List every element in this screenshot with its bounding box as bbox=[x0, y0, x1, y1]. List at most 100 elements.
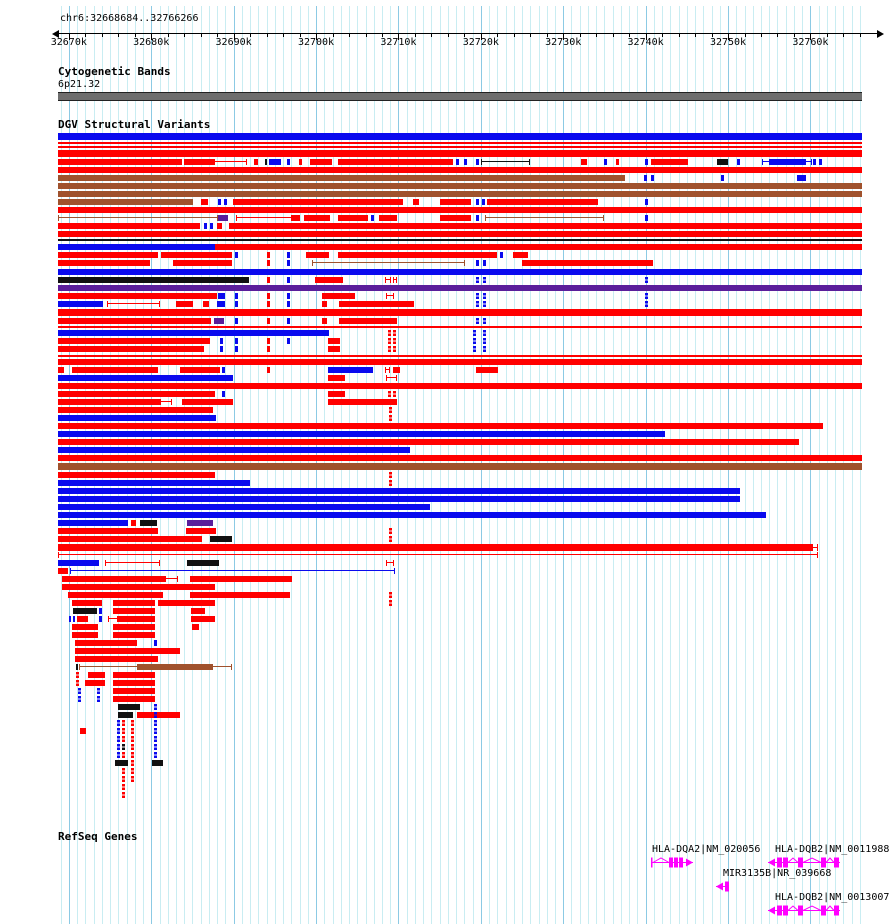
variant-segment[interactable] bbox=[88, 672, 105, 678]
variant-mark[interactable] bbox=[267, 301, 270, 307]
variant-segment[interactable] bbox=[58, 431, 665, 437]
variant-segment[interactable] bbox=[140, 520, 157, 526]
variant-whisker-tick[interactable] bbox=[217, 215, 218, 221]
variant-segment[interactable] bbox=[440, 215, 471, 221]
variant-mark[interactable] bbox=[476, 260, 479, 266]
variant-mark[interactable] bbox=[267, 252, 270, 258]
variant-segment[interactable] bbox=[113, 624, 155, 630]
variant-segment[interactable] bbox=[218, 293, 225, 299]
variant-segment[interactable] bbox=[58, 367, 64, 373]
variant-whisker-tick[interactable] bbox=[817, 544, 818, 551]
variant-mark-dashed[interactable] bbox=[389, 480, 392, 486]
variant-segment[interactable] bbox=[304, 215, 330, 221]
variant-whisker-tick[interactable] bbox=[165, 576, 166, 582]
variant-segment[interactable] bbox=[58, 191, 862, 197]
variant-segment[interactable] bbox=[118, 712, 133, 718]
variant-segment[interactable] bbox=[72, 624, 98, 630]
variant-mark[interactable] bbox=[154, 640, 157, 646]
variant-segment[interactable] bbox=[58, 223, 200, 229]
variant-segment[interactable] bbox=[58, 330, 329, 336]
variant-mark-dashed[interactable] bbox=[393, 330, 396, 336]
gene-structure-glyph[interactable] bbox=[768, 857, 842, 868]
variant-mark[interactable] bbox=[645, 215, 648, 221]
variant-mark-dashed[interactable] bbox=[131, 720, 134, 726]
variant-mark-dashed[interactable] bbox=[645, 293, 648, 299]
variant-segment[interactable] bbox=[58, 338, 210, 344]
variant-mark[interactable] bbox=[645, 159, 648, 165]
variant-mark-dashed[interactable] bbox=[131, 728, 134, 734]
variant-segment[interactable] bbox=[62, 576, 165, 582]
variant-mark-dashed[interactable] bbox=[473, 346, 476, 352]
variant-segment[interactable] bbox=[58, 496, 740, 502]
variant-segment[interactable] bbox=[58, 277, 249, 283]
variant-whisker-line[interactable] bbox=[58, 554, 818, 555]
variant-segment[interactable] bbox=[58, 175, 625, 181]
variant-segment[interactable] bbox=[254, 159, 258, 165]
variant-segment[interactable] bbox=[58, 244, 215, 250]
variant-mark[interactable] bbox=[235, 301, 238, 307]
gene-structure-glyph[interactable] bbox=[716, 881, 731, 892]
variant-segment[interactable] bbox=[215, 244, 862, 250]
variant-mark-dashed[interactable] bbox=[154, 728, 157, 734]
variant-mark-dashed[interactable] bbox=[483, 293, 486, 299]
variant-segment[interactable] bbox=[322, 301, 327, 307]
variant-segment[interactable] bbox=[322, 318, 327, 324]
variant-segment[interactable] bbox=[184, 159, 214, 165]
variant-segment[interactable] bbox=[58, 167, 862, 173]
variant-segment[interactable] bbox=[413, 199, 419, 205]
variant-whisker-tick[interactable] bbox=[117, 616, 118, 622]
variant-segment[interactable] bbox=[58, 472, 215, 478]
variant-mark-dashed[interactable] bbox=[483, 318, 486, 324]
variant-segment[interactable] bbox=[322, 293, 355, 299]
variant-mark-dashed[interactable] bbox=[131, 744, 134, 750]
variant-mark[interactable] bbox=[287, 301, 290, 307]
variant-mark-dashed[interactable] bbox=[117, 752, 120, 758]
variant-segment[interactable] bbox=[233, 199, 403, 205]
variant-segment[interactable] bbox=[58, 415, 216, 421]
variant-mark-dashed[interactable] bbox=[117, 728, 120, 734]
variant-segment[interactable] bbox=[58, 207, 862, 213]
variant-segment[interactable] bbox=[80, 728, 86, 734]
variant-mark[interactable] bbox=[604, 159, 607, 165]
variant-mark[interactable] bbox=[267, 318, 270, 324]
variant-mark-dashed[interactable] bbox=[131, 752, 134, 758]
variant-whisker-tick[interactable] bbox=[529, 159, 530, 165]
variant-segment[interactable] bbox=[58, 391, 215, 397]
variant-mark-dashed[interactable] bbox=[388, 346, 391, 352]
variant-mark[interactable] bbox=[287, 277, 290, 283]
variant-segment[interactable] bbox=[176, 301, 193, 307]
variant-whisker-line[interactable] bbox=[481, 161, 530, 162]
variant-mark-dashed[interactable] bbox=[76, 672, 79, 678]
variant-mark-dashed[interactable] bbox=[154, 712, 157, 718]
variant-segment[interactable] bbox=[476, 367, 498, 373]
variant-mark[interactable] bbox=[267, 260, 270, 266]
variant-mark-dashed[interactable] bbox=[476, 293, 479, 299]
variant-segment[interactable] bbox=[269, 159, 281, 165]
variant-whisker-tick[interactable] bbox=[481, 159, 482, 165]
variant-mark[interactable] bbox=[73, 616, 75, 622]
variant-mark[interactable] bbox=[483, 260, 486, 266]
variant-segment[interactable] bbox=[338, 159, 453, 165]
variant-segment[interactable] bbox=[58, 285, 862, 291]
variant-segment[interactable] bbox=[191, 616, 215, 622]
variant-whisker-tick[interactable] bbox=[236, 215, 237, 221]
variant-mark[interactable] bbox=[482, 199, 485, 205]
variant-mark-dashed[interactable] bbox=[645, 301, 648, 307]
variant-segment[interactable] bbox=[393, 367, 400, 373]
variant-mark[interactable] bbox=[210, 223, 213, 229]
variant-mark[interactable] bbox=[476, 215, 479, 221]
variant-line[interactable] bbox=[58, 142, 862, 144]
variant-whisker-tick[interactable] bbox=[464, 260, 465, 266]
variant-segment[interactable] bbox=[379, 215, 397, 221]
variant-mark[interactable] bbox=[287, 159, 290, 165]
variant-mark-dashed[interactable] bbox=[154, 736, 157, 742]
variant-mark[interactable] bbox=[220, 338, 223, 344]
variant-mark[interactable] bbox=[267, 338, 270, 344]
variant-whisker-line[interactable] bbox=[107, 303, 160, 304]
variant-mark[interactable] bbox=[371, 215, 374, 221]
variant-segment[interactable] bbox=[58, 512, 766, 518]
variant-whisker-line[interactable] bbox=[214, 161, 247, 162]
variant-segment[interactable] bbox=[487, 199, 598, 205]
variant-segment[interactable] bbox=[62, 584, 215, 590]
variant-mark[interactable] bbox=[235, 318, 238, 324]
